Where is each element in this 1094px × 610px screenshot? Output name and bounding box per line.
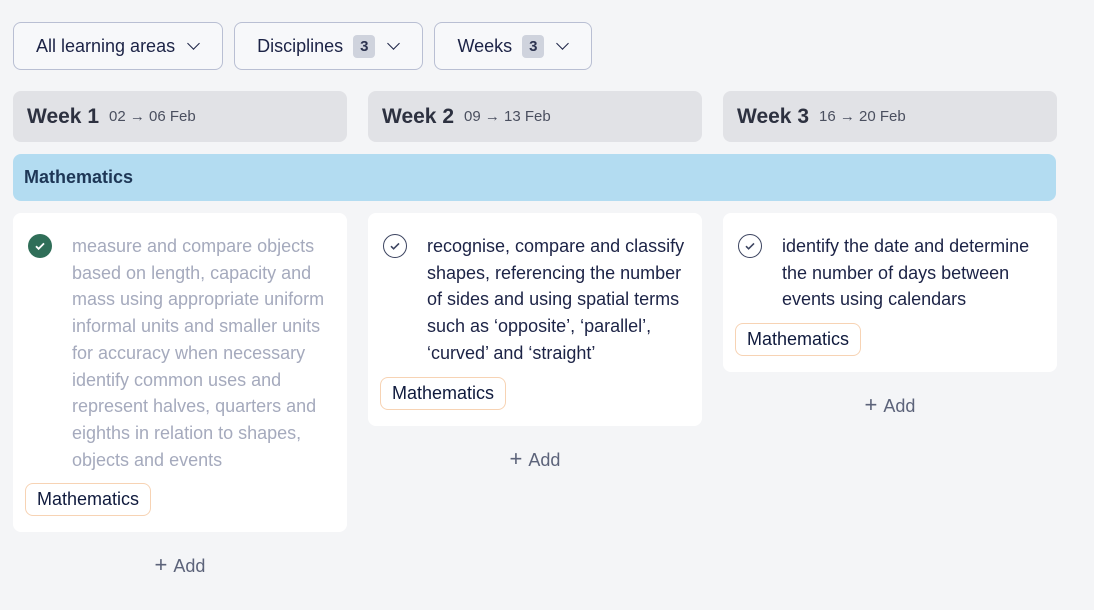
learning-areas-filter[interactable]: All learning areas [13, 22, 224, 70]
outcome-card[interactable]: recognise, compare and classify shapes, … [368, 213, 702, 426]
add-button-week-3[interactable]: + Add [723, 392, 1057, 418]
add-button-week-1[interactable]: + Add [13, 552, 347, 578]
count-badge: 3 [353, 34, 376, 58]
chevron-down-icon [556, 37, 570, 50]
chevron-down-icon [187, 37, 200, 50]
outcome-text: recognise, compare and classify shapes, … [427, 236, 685, 363]
filter-label: Disciplines [257, 35, 344, 56]
outcome-text: measure and compare objects based on len… [72, 236, 325, 470]
count-badge: 3 [522, 34, 545, 58]
add-label: Add [528, 450, 561, 470]
add-label: Add [883, 396, 916, 416]
chevron-down-icon [387, 37, 401, 50]
disciplines-filter[interactable]: Disciplines 3 [234, 22, 424, 70]
subject-tag: Mathematics [25, 483, 152, 517]
add-button-week-2[interactable]: + Add [368, 446, 702, 472]
plus-icon: + [154, 552, 168, 577]
week-column-1: Week 1 02 → 06 Feb [13, 91, 347, 142]
plus-icon: + [509, 446, 523, 471]
subject-row-header[interactable]: Mathematics [13, 154, 1056, 201]
plus-icon: + [864, 392, 878, 417]
check-circle-icon[interactable] [738, 234, 762, 258]
add-label: Add [173, 556, 206, 576]
check-circle-icon[interactable] [383, 234, 407, 258]
week-column-3: Week 3 16 → 20 Feb [723, 91, 1057, 142]
week-dates: 09 → 13 Feb [464, 108, 551, 125]
week-column-2: Week 2 09 → 13 Feb [368, 91, 702, 142]
weeks-filter[interactable]: Weeks 3 [434, 22, 593, 70]
week-header: Week 2 09 → 13 Feb [368, 91, 702, 142]
week-title: Week 3 [737, 104, 809, 128]
week-header: Week 3 16 → 20 Feb [723, 91, 1057, 142]
check-circle-icon[interactable] [28, 234, 52, 258]
outcome-card[interactable]: measure and compare objects based on len… [13, 213, 347, 533]
week-dates: 02 → 06 Feb [109, 108, 196, 125]
subject-tag: Mathematics [735, 323, 862, 357]
week-title: Week 1 [27, 104, 99, 128]
filter-bar: All learning areas Disciplines 3 Weeks 3 [13, 22, 593, 70]
week-dates: 16 → 20 Feb [819, 108, 906, 125]
week-header: Week 1 02 → 06 Feb [13, 91, 347, 142]
subject-tag: Mathematics [380, 376, 507, 410]
filter-label: All learning areas [36, 35, 176, 56]
week-title: Week 2 [382, 104, 454, 128]
outcome-text: identify the date and determine the numb… [782, 236, 1030, 310]
filter-label: Weeks [457, 35, 513, 56]
outcome-card[interactable]: identify the date and determine the numb… [723, 213, 1057, 373]
